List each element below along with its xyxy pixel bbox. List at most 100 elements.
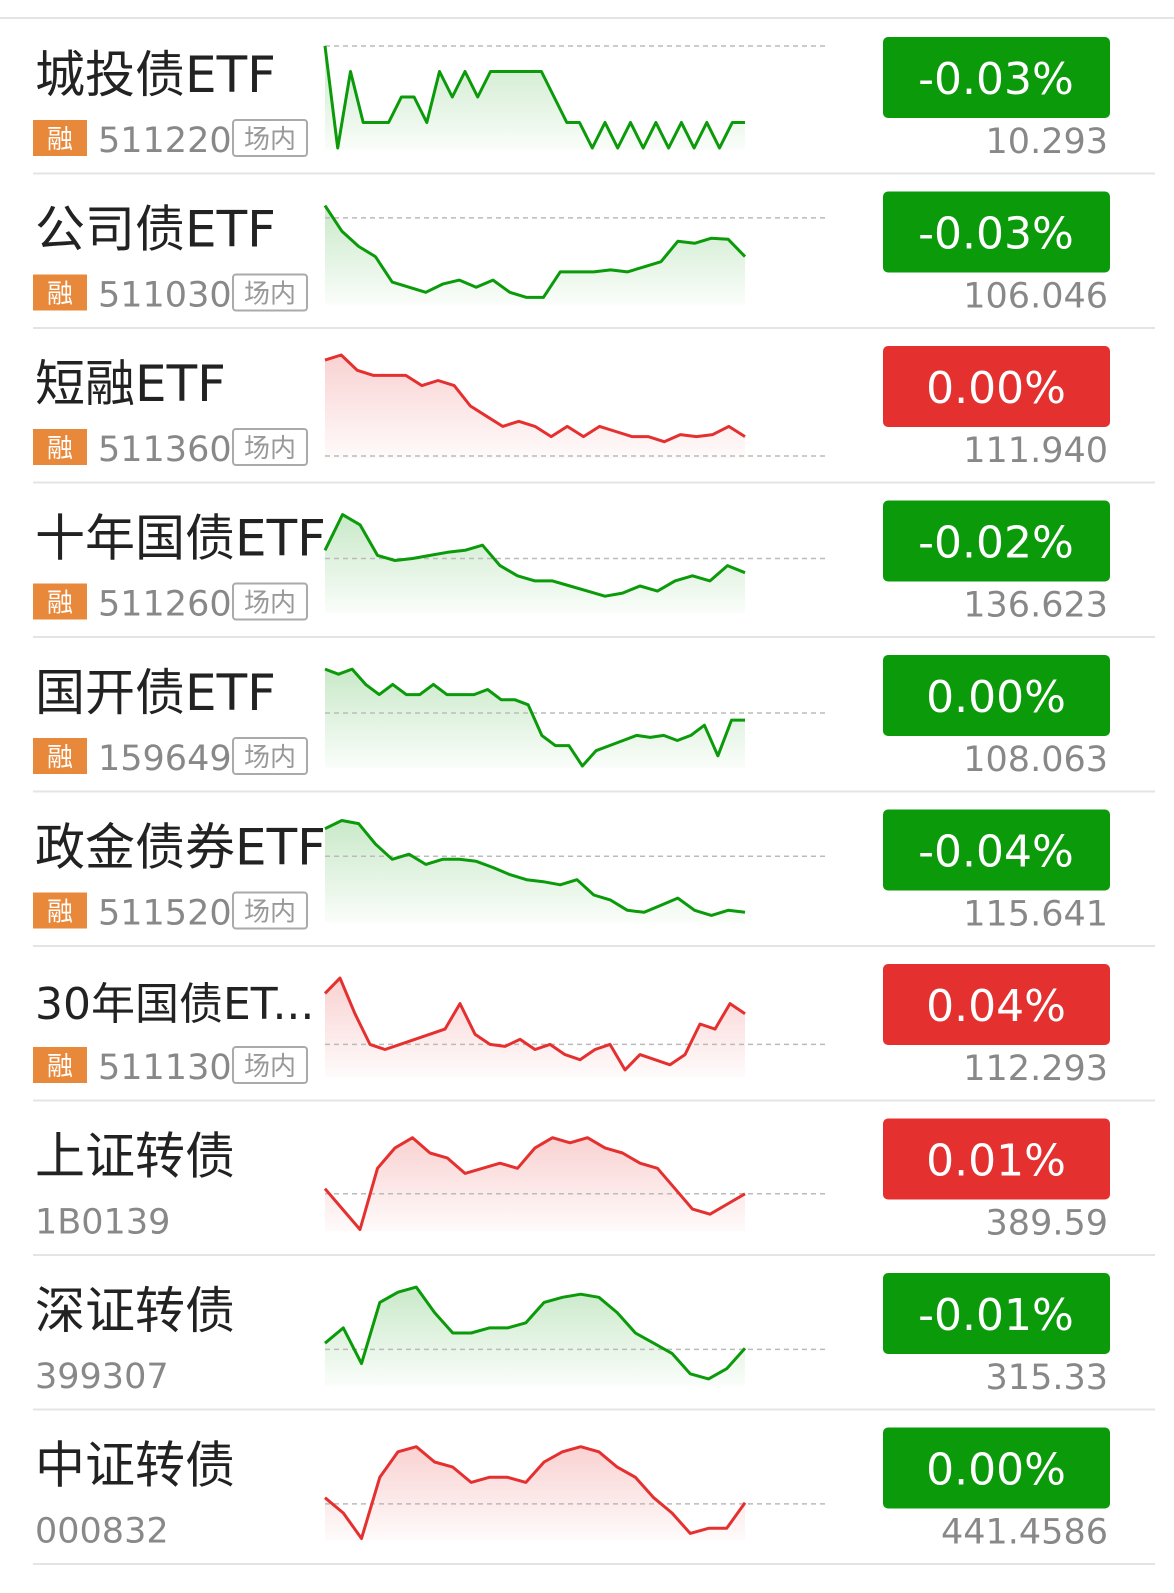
list-row[interactable]: 上证转债 1B0139 0.01% 389.59 [33,1118,1155,1256]
trend-line [323,1136,746,1231]
price: 389.59 [986,1204,1108,1244]
margin-label: 融 [47,898,73,928]
market-label: 场内 [244,589,296,619]
fund-name: 国开债ETF [35,664,276,722]
trend-area [325,978,745,1077]
change-badge [883,964,1110,1045]
list-row[interactable]: 深证转债 399307 -0.01% 315.33 [33,1273,1155,1411]
margin-badge [33,429,87,465]
margin-label: 融 [47,280,73,310]
change-badge [883,1118,1110,1200]
trend-area [325,669,745,768]
change-badge [883,1273,1110,1354]
market-label: 场内 [244,434,296,464]
change-badge [883,655,1110,736]
fund-code: 511260 [98,585,232,625]
margin-label: 融 [47,1052,73,1082]
price: 10.293 [986,122,1108,162]
market-label: 场内 [244,125,296,155]
change-value: -0.03% [918,54,1074,105]
change-value: -0.04% [918,827,1074,878]
market-label: 场内 [244,1052,296,1082]
change-badge [883,346,1110,427]
fund-name: 短融ETF [35,355,226,413]
change-badge [883,809,1110,891]
fund-code: 511130 [98,1048,232,1088]
trend-line [324,1285,747,1381]
trend-area [325,46,745,150]
change-badge [883,500,1110,582]
change-value: 0.00% [926,672,1066,723]
trend-area [325,1137,745,1232]
trend-area [325,205,745,305]
change-value: 0.04% [926,981,1066,1032]
trend-area [325,514,745,614]
market-tag [232,891,308,930]
market-tag [232,582,308,621]
change-value: 0.00% [926,363,1066,414]
trend-line [323,976,746,1072]
list-row[interactable]: 中证转债 000832 0.00% 441.4586 [33,1427,1155,1565]
list-row[interactable]: 国开债ETF 融 159649 场内 0.00% 108.063 [33,655,1155,793]
market-tag [232,737,308,775]
margin-label: 融 [47,743,73,773]
change-value: -0.01% [918,1290,1074,1341]
trend-line [323,204,747,299]
market-tag [232,119,308,157]
margin-badge [33,274,87,311]
trend-area [325,355,745,459]
margin-badge [33,583,87,620]
change-value: 0.01% [926,1136,1066,1187]
trend-area [325,820,745,923]
fund-name: 上证转债 [35,1128,235,1186]
margin-label: 融 [47,589,73,619]
fund-name: 十年国债ETF [35,510,326,568]
price: 441.4586 [941,1513,1108,1553]
trend-line [323,45,745,150]
fund-code: 511360 [98,430,232,470]
trend-line [323,513,746,598]
fund-code: 511520 [98,894,232,934]
trend-line [324,1445,747,1540]
fund-name: 政金债券ETF [35,819,326,877]
fund-code: 000832 [35,1512,169,1552]
fund-code: 511220 [98,121,232,161]
margin-label: 融 [47,434,73,464]
list-row[interactable]: 30年国债ET... 融 511130 场内 0.04% 112.293 [33,964,1155,1102]
list-row[interactable]: 公司债ETF 融 511030 场内 -0.03% 106.046 [33,191,1155,329]
change-badge [883,191,1110,273]
fund-code: 159649 [98,739,232,779]
price: 112.293 [963,1049,1108,1089]
price: 315.33 [986,1358,1108,1398]
trend-line [324,819,746,917]
market-tag [232,273,308,312]
fund-code: 399307 [35,1357,169,1397]
market-label: 场内 [244,898,296,928]
trend-area [325,1446,745,1541]
list-row[interactable]: 十年国债ETF 融 511260 场内 -0.02% 136.623 [33,500,1155,638]
change-badge [883,37,1110,118]
price: 111.940 [963,431,1108,471]
market-label: 场内 [244,280,296,310]
fund-name: 公司债ETF [35,201,276,259]
change-badge [883,1427,1110,1509]
trend-line [324,353,746,444]
list-row[interactable]: 短融ETF 融 511360 场内 0.00% 111.940 [33,346,1155,484]
market-tag [232,1046,308,1084]
change-value: -0.03% [918,209,1074,260]
margin-badge [33,892,87,929]
fund-code: 511030 [98,276,232,316]
margin-label: 融 [47,125,73,155]
list-row[interactable]: 政金债券ETF 融 511520 场内 -0.04% 115.641 [33,809,1155,947]
price: 115.641 [963,895,1108,935]
change-value: -0.02% [918,518,1074,569]
list-row[interactable]: 城投债ETF 融 511220 场内 -0.03% 10.293 [33,37,1155,175]
fund-code: 1B0139 [35,1203,170,1243]
change-value: 0.00% [926,1445,1066,1496]
price: 136.623 [963,586,1108,626]
margin-badge [33,738,87,774]
price: 106.046 [963,277,1108,317]
fund-name: 30年国债ET... [35,979,314,1030]
market-label: 场内 [244,743,296,773]
